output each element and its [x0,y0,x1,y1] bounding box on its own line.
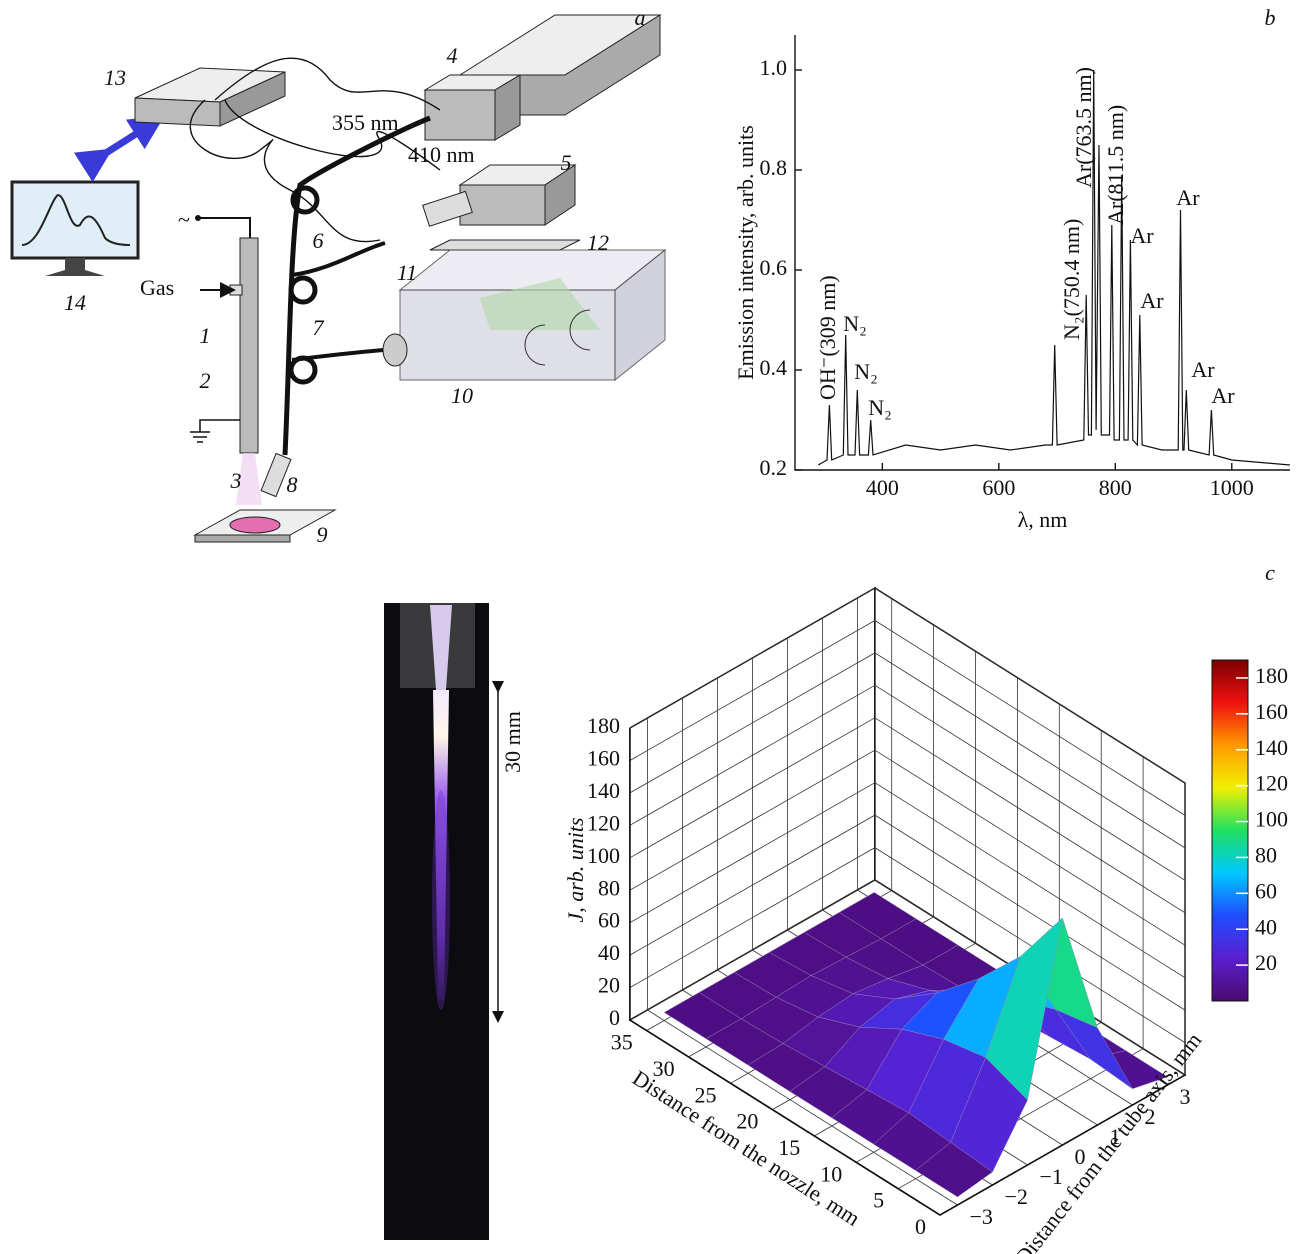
panel-label: c [1265,560,1275,585]
z-tick-label: 20 [598,973,620,998]
z-tick-label: 180 [587,713,620,738]
z-tick-label: 160 [587,746,620,771]
peak-annotation: N₂ [868,395,892,420]
y-tick-label: 0.6 [760,255,788,280]
component-label: 6 [313,228,324,253]
component-label: 1 [200,323,211,348]
y-tick-label: 0.8 [760,155,788,180]
z-tick-label: 60 [598,908,620,933]
peak-annotation: N₂ [843,311,867,336]
peak-annotation: Ar [1176,185,1200,210]
colorbar-tick-label: 120 [1255,771,1288,796]
y-tick-label: −3 [970,1204,993,1229]
colorbar-tick-label: 160 [1255,699,1288,724]
component-label: 4 [447,43,458,68]
y-tick-label: −1 [1040,1164,1063,1189]
colorbar-tick-label: 180 [1255,663,1288,688]
component-label: 8 [287,472,298,497]
z-tick-label: 120 [587,810,620,835]
peak-annotation: Ar [1211,383,1235,408]
x-tick-label: 0 [915,1214,926,1239]
peak-annotation: Ar(811.5 nm) [1103,105,1128,225]
gas-label: Gas [140,275,174,300]
peak-annotation: N₂ [854,359,878,384]
z-tick-label: 140 [587,778,620,803]
colorbar-tick-label: 140 [1255,735,1288,760]
component-label: 11 [397,260,417,285]
colorbar-tick-label: 100 [1255,807,1288,832]
y-axis-label: Emission intensity, arb. units [733,125,758,380]
wavelength-label: 355 nm [332,110,399,135]
component-label: 10 [451,383,473,408]
ac-label: ~ [178,207,190,232]
z-tick-label: 100 [587,843,620,868]
x-tick-label: 35 [611,1030,633,1055]
figure: abc1234567891011121314Gas~355 nm410 nm30… [0,0,1297,1254]
z-tick-label: 80 [598,875,620,900]
peak-annotation: Ar [1191,357,1215,382]
component-label: 13 [104,65,126,90]
colorbar-tick-label: 40 [1255,914,1277,939]
peak-annotation: Ar(763.5 nm) [1071,67,1096,188]
component-label: 3 [230,468,242,493]
scale-label: 30 mm [500,711,525,773]
z-axis-label: J, arb. units [563,817,588,922]
colorbar-tick-label: 80 [1255,842,1277,867]
y-tick-label: 1.0 [760,55,788,80]
x-axis-label: λ, nm [1018,507,1068,532]
component-label: 12 [587,230,609,255]
peak-annotation: OH⁻(309 nm) [815,275,840,400]
plasma-photo [384,603,498,1240]
peak-annotation: N₂(750.4 nm) [1059,219,1084,340]
colorbar-tick-label: 20 [1255,950,1277,975]
peak-annotation: Ar [1140,288,1164,313]
peak-annotation: Ar [1130,223,1154,248]
y-tick-label: 3 [1180,1084,1191,1109]
panel-label: a [635,5,646,30]
y-tick-label: 0.2 [760,455,788,480]
component-label: 9 [317,522,328,547]
panel-label: b [1265,5,1276,30]
colorbar [1212,660,1248,1001]
wavelength-label: 410 nm [408,142,475,167]
z-tick-label: 0 [609,1005,620,1030]
component-label: 5 [561,150,572,175]
component-label: 2 [200,368,211,393]
x-tick-label: 600 [982,475,1015,500]
z-tick-label: 40 [598,940,620,965]
x-tick-label: 800 [1099,475,1132,500]
colorbar-tick-label: 60 [1255,878,1277,903]
setup-diagram [12,15,665,542]
component-label: 14 [64,290,86,315]
y-tick-label: 0.4 [760,355,788,380]
component-label: 7 [313,315,325,340]
y-tick-label: −2 [1005,1184,1028,1209]
x-tick-label: 5 [873,1188,884,1213]
x-tick-label: 400 [866,475,899,500]
x-tick-label: 1000 [1210,475,1254,500]
